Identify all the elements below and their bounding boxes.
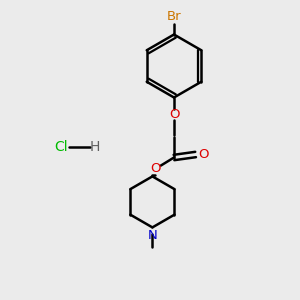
Text: O: O bbox=[198, 148, 208, 161]
Text: H: H bbox=[89, 140, 100, 154]
Text: N: N bbox=[148, 229, 157, 242]
Text: Cl: Cl bbox=[55, 140, 68, 154]
Text: Br: Br bbox=[167, 10, 181, 23]
Text: O: O bbox=[169, 107, 179, 121]
Text: O: O bbox=[150, 162, 161, 176]
